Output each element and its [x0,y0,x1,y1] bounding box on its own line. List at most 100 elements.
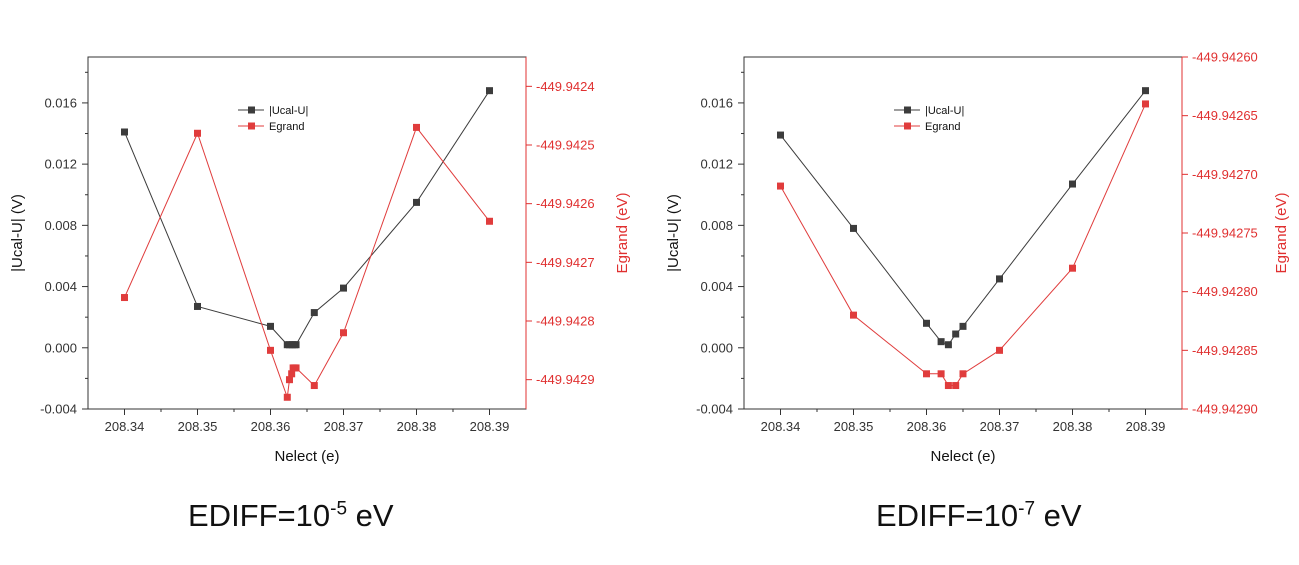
series-line-2 [780,103,1146,387]
legend-marker [904,122,911,130]
data-point-1 [194,302,201,310]
y-tick-label: 0.012 [700,157,733,172]
y-right-tick-label: -449.94280 [1192,284,1258,299]
caption-right-exponent: -7 [1018,498,1036,520]
y-tick-label: 0.004 [44,279,77,294]
x-tick-label: 208.37 [980,419,1020,434]
y-right-tick-label: -449.9428 [536,314,595,329]
data-point-1 [1142,87,1149,95]
caption-left-suffix: eV [347,498,394,533]
x-tick-label: 208.34 [105,419,145,434]
x-tick-label: 208.35 [834,419,874,434]
data-point-2 [285,376,293,384]
y-right-tick-label: -449.9429 [536,372,595,387]
data-point-1 [952,330,960,338]
x-tick-label: 208.38 [397,419,437,434]
data-point-1 [121,128,128,136]
legend-label: Egrand [269,121,304,133]
x-tick-label: 208.39 [1126,419,1166,434]
data-point-2 [944,382,952,390]
legend-label: |Ucal-U| [925,105,964,117]
legend-label: |Ucal-U| [269,105,308,117]
data-point-1 [944,341,952,349]
x-axis-label: Nelect (e) [274,448,339,465]
y-axis-label: |Ucal-U| (V) [9,194,26,272]
data-point-1 [923,319,930,327]
data-point-2 [923,370,930,378]
data-point-1 [310,309,318,317]
y-tick-label: 0.012 [44,157,77,172]
legend-marker [248,106,255,114]
data-point-2 [486,217,493,225]
y-right-axis-label: Egrand (eV) [614,193,631,274]
data-point-2 [959,370,967,378]
y-right-tick-label: -449.94285 [1192,343,1258,358]
y-tick-label: 0.000 [44,340,77,355]
y-right-tick-label: -449.9426 [536,196,595,211]
caption-left: EDIFF=10-5 eV [188,498,394,534]
caption-left-prefix: EDIFF=10 [188,498,331,533]
y-right-tick-label: -449.94260 [1192,50,1258,65]
series-line-1 [780,90,1146,346]
chart-panel-1: 208.34 208.35 208.36 208.37 208.38 208.39 -0.0… [9,56,631,465]
data-point-1 [267,322,274,330]
data-point-2 [288,370,296,378]
data-point-1 [959,322,967,330]
data-point-2 [937,370,945,378]
chart-panel-2: 208.34 208.35 208.36 208.37 208.38 208.39 -0.0… [665,50,1290,466]
y-tick-label: 0.016 [700,95,733,110]
y-right-axis-label: Egrand (eV) [1273,193,1290,274]
data-point-2 [283,393,291,401]
y-tick-label: 0.008 [700,218,733,233]
data-point-2 [1069,264,1076,272]
y-right-tick-label: -449.9427 [536,255,595,270]
y-axis-label: |Ucal-U| (V) [665,194,682,272]
data-point-1 [777,131,784,139]
y-tick-label: 0.008 [44,218,77,233]
data-point-1 [486,87,493,95]
y-tick-label: 0.004 [700,279,733,294]
x-tick-label: 208.39 [470,419,510,434]
data-point-2 [121,294,128,302]
y-tick-label: 0.016 [44,95,77,110]
data-point-2 [292,364,300,372]
data-point-2 [340,329,347,337]
data-point-2 [267,346,274,354]
data-point-1 [413,198,420,206]
data-point-1 [996,275,1003,283]
x-tick-label: 208.38 [1053,419,1093,434]
y-right-tick-label: -449.9424 [536,79,595,94]
data-point-1 [340,284,347,292]
y-right-tick-label: -449.94265 [1192,108,1258,123]
legend-marker [248,122,255,130]
data-point-1 [850,224,857,232]
x-axis-label: Nelect (e) [930,448,995,465]
data-point-2 [996,346,1003,354]
caption-left-exponent: -5 [330,498,348,520]
data-point-1 [1069,180,1076,188]
y-right-tick-label: -449.94270 [1192,167,1258,182]
x-tick-label: 208.37 [324,419,364,434]
legend-marker [904,106,911,114]
data-point-2 [777,182,784,190]
caption-right-prefix: EDIFF=10 [876,498,1019,533]
data-point-2 [850,311,857,319]
data-point-1 [937,338,945,346]
data-point-2 [952,382,960,390]
x-tick-label: 208.35 [178,419,218,434]
caption-right: EDIFF=10-7 eV [876,498,1082,534]
caption-right-suffix: eV [1035,498,1082,533]
y-tick-label: 0.000 [700,340,733,355]
y-tick-label: -0.004 [40,402,77,417]
y-right-tick-label: -449.94290 [1192,402,1258,417]
y-right-tick-label: -449.94275 [1192,226,1258,241]
y-right-tick-label: -449.9425 [536,138,595,153]
y-tick-label: -0.004 [696,402,733,417]
data-point-2 [413,123,420,131]
x-tick-label: 208.36 [907,419,947,434]
data-point-2 [194,129,201,137]
series-line-1 [124,90,490,346]
data-point-2 [310,382,318,390]
x-tick-label: 208.34 [761,419,801,434]
